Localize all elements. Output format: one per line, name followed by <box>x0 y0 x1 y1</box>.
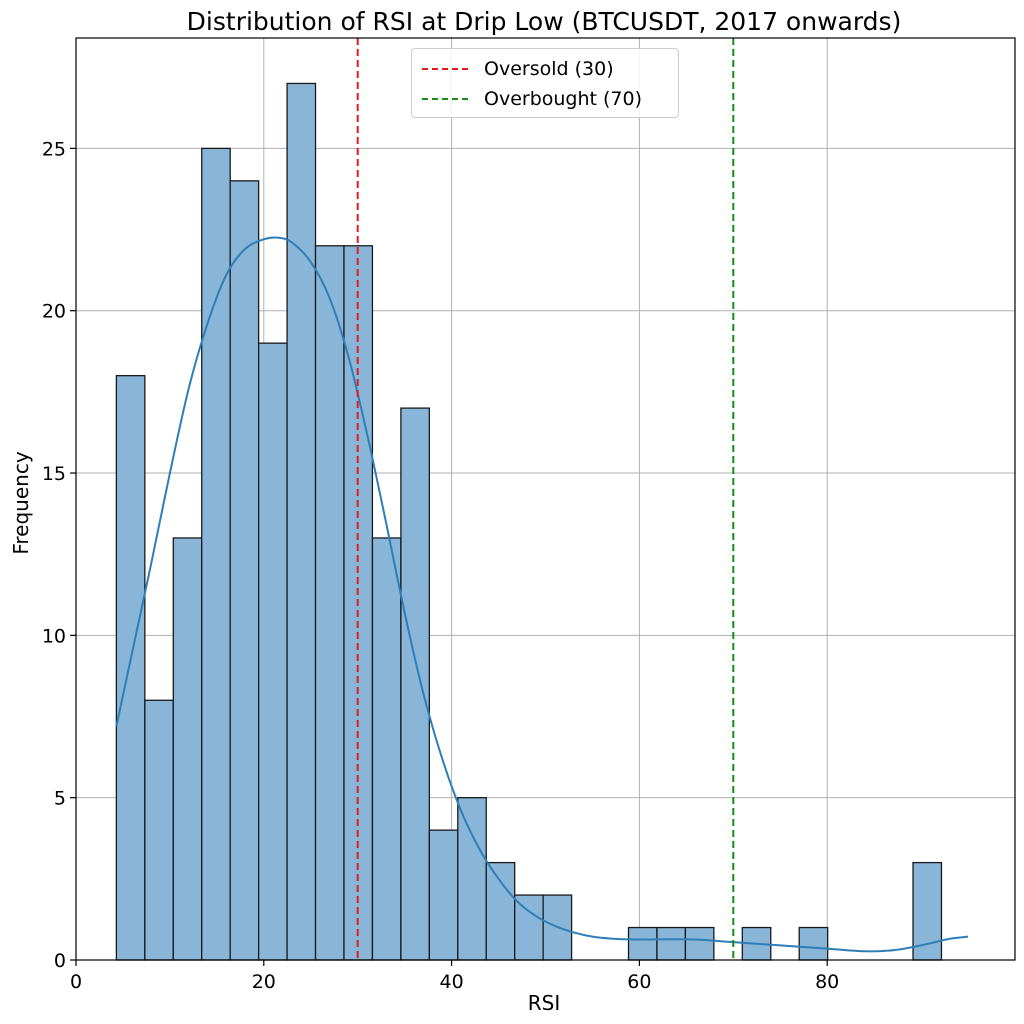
x-tick-label: 60 <box>627 971 651 993</box>
histogram-bar <box>144 699 174 961</box>
histogram-bar <box>656 926 687 961</box>
axes: 0 20 40 60 80 0 5 10 15 20 25 <box>42 37 1016 993</box>
histogram-bar <box>627 926 658 961</box>
histogram-bar <box>229 180 260 961</box>
histogram-bar <box>485 861 516 961</box>
histogram-bar <box>400 407 430 961</box>
histogram-bar <box>115 374 146 961</box>
kde-curve <box>115 236 969 953</box>
histogram-bar <box>371 537 402 961</box>
histogram-bar <box>514 894 544 961</box>
kde-curve-group <box>115 236 969 953</box>
y-tick-label: 0 <box>54 950 66 972</box>
y-tick-label: 5 <box>54 788 66 810</box>
histogram-bar <box>684 926 715 961</box>
histogram-bar <box>798 926 829 961</box>
y-tick-label: 15 <box>42 463 66 485</box>
chart-title: Distribution of RSI at Drip Low (BTCUSDT… <box>187 7 902 36</box>
histogram-bar <box>428 829 459 961</box>
histogram-bar <box>286 82 317 961</box>
legend-swatch-oversold <box>422 68 468 70</box>
x-tick-label: 80 <box>815 971 839 993</box>
legend-label-overbought: Overbought (70) <box>484 88 643 110</box>
legend-item-oversold: Oversold (30) <box>422 54 614 84</box>
plot-frame <box>75 37 1016 961</box>
y-tick-label: 25 <box>42 138 66 160</box>
histogram-bar <box>457 797 487 961</box>
legend: Oversold (30) Overbought (70) <box>411 48 679 118</box>
histogram-bar <box>257 342 288 961</box>
histogram-bars <box>115 82 943 961</box>
legend-item-overbought: Overbought (70) <box>422 84 642 114</box>
legend-label-oversold: Oversold (30) <box>484 58 614 80</box>
x-tick-label: 20 <box>252 971 276 993</box>
legend-swatch-overbought <box>422 98 468 100</box>
histogram-bar <box>172 537 203 961</box>
x-axis-label: RSI <box>528 991 561 1015</box>
x-tick-label: 40 <box>440 971 464 993</box>
y-tick-label: 10 <box>42 625 66 647</box>
histogram-bar <box>201 147 231 961</box>
histogram-bar <box>314 245 345 961</box>
y-tick-label: 20 <box>42 301 66 323</box>
x-tick-label: 0 <box>70 971 82 993</box>
y-axis-label: Frequency <box>9 451 33 554</box>
